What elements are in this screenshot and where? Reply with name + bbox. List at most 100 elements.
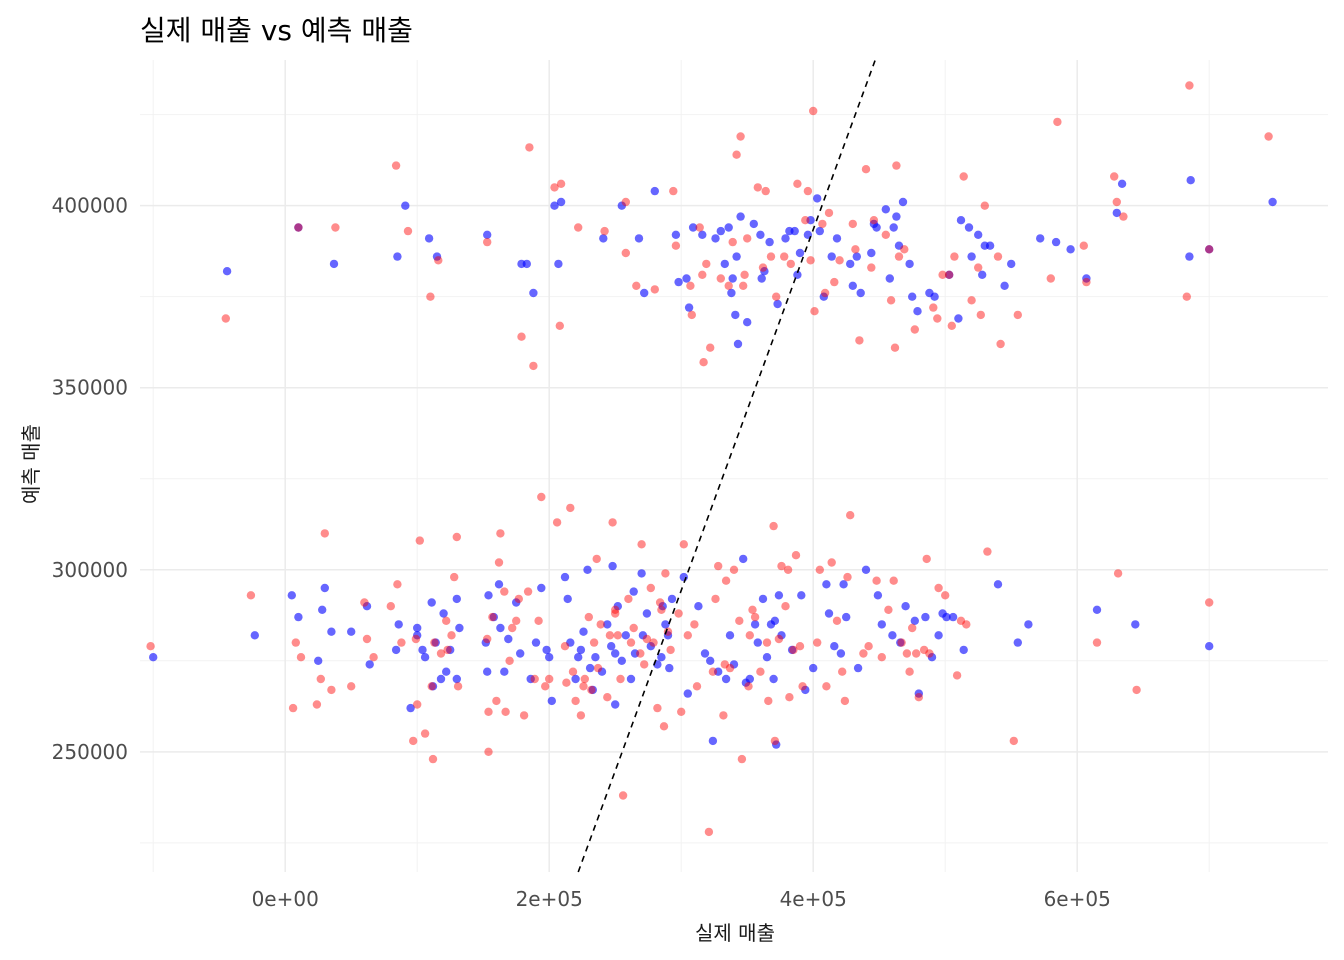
- data-point: [798, 682, 807, 691]
- data-point: [483, 230, 492, 239]
- data-point: [442, 616, 451, 625]
- data-point: [781, 602, 790, 611]
- data-point: [488, 612, 497, 622]
- data-points: [146, 81, 1277, 837]
- data-point: [699, 358, 708, 367]
- data-point: [716, 226, 725, 236]
- data-point: [504, 634, 513, 644]
- data-point: [1112, 208, 1122, 218]
- data-point: [846, 259, 855, 269]
- x-tick-label: 4e+05: [780, 887, 847, 911]
- data-point: [560, 572, 570, 582]
- data-point: [669, 186, 678, 196]
- data-point: [512, 598, 521, 607]
- data-point: [327, 627, 336, 636]
- data-point: [149, 653, 158, 662]
- data-point: [496, 623, 505, 633]
- data-point: [394, 620, 403, 629]
- data-point: [508, 623, 517, 633]
- data-point: [908, 623, 917, 633]
- data-point: [1000, 281, 1009, 290]
- data-point: [500, 587, 509, 596]
- data-point: [708, 736, 718, 746]
- data-point: [562, 678, 571, 687]
- data-point: [901, 602, 910, 611]
- data-point: [740, 270, 749, 279]
- data-point: [613, 602, 622, 611]
- data-point: [413, 623, 422, 633]
- data-point: [777, 561, 786, 571]
- data-point: [666, 645, 675, 655]
- data-point: [900, 245, 909, 254]
- data-point: [888, 631, 897, 640]
- data-point: [534, 616, 543, 625]
- data-point: [640, 288, 649, 298]
- data-point: [397, 638, 406, 647]
- data-point: [832, 234, 842, 243]
- data-point: [560, 642, 570, 651]
- data-point: [522, 259, 531, 269]
- data-point: [934, 631, 943, 640]
- data-point: [430, 638, 439, 647]
- data-point: [1013, 638, 1022, 647]
- data-point: [636, 649, 645, 658]
- data-point: [362, 602, 372, 611]
- data-point: [867, 248, 876, 258]
- data-point: [455, 623, 464, 633]
- data-point: [574, 223, 583, 232]
- data-point: [769, 521, 778, 531]
- data-point: [886, 296, 896, 305]
- data-point: [748, 605, 757, 614]
- data-point: [481, 638, 490, 647]
- data-point: [611, 649, 620, 658]
- data-point: [770, 616, 780, 625]
- data-point: [698, 270, 707, 279]
- data-point: [795, 642, 805, 651]
- data-point: [563, 594, 572, 604]
- data-point: [967, 252, 976, 261]
- data-point: [698, 230, 707, 239]
- data-point: [446, 645, 455, 655]
- data-point: [452, 532, 461, 542]
- data-point: [964, 223, 974, 232]
- data-point: [818, 219, 827, 229]
- data-point: [745, 674, 754, 684]
- data-point: [806, 216, 815, 225]
- data-point: [732, 150, 741, 159]
- data-point: [727, 288, 736, 298]
- data-point: [809, 663, 818, 673]
- data-point: [568, 667, 578, 676]
- data-point: [945, 270, 954, 279]
- data-point: [492, 696, 501, 706]
- data-point: [954, 314, 963, 323]
- data-point: [583, 565, 592, 574]
- data-point: [684, 303, 694, 312]
- data-point: [959, 172, 968, 181]
- data-point: [418, 645, 427, 655]
- data-point: [484, 707, 493, 716]
- data-point: [1092, 638, 1102, 647]
- data-point: [677, 707, 686, 716]
- data-point: [545, 674, 554, 684]
- data-point: [934, 583, 943, 593]
- data-point: [838, 667, 847, 676]
- data-point: [758, 263, 768, 272]
- data-point: [719, 711, 728, 720]
- data-point: [724, 281, 733, 290]
- data-point: [894, 252, 904, 261]
- data-point: [1205, 245, 1214, 254]
- data-point: [744, 682, 753, 691]
- data-point: [770, 736, 780, 746]
- data-point: [447, 631, 456, 640]
- data-point: [1117, 179, 1127, 188]
- data-point: [757, 274, 766, 283]
- data-point: [550, 201, 559, 210]
- data-point: [360, 598, 369, 607]
- data-point: [896, 638, 905, 647]
- data-point: [704, 827, 714, 837]
- data-point: [616, 674, 625, 684]
- data-point: [413, 631, 422, 640]
- data-point: [634, 234, 644, 243]
- data-point: [541, 682, 550, 691]
- data-point: [758, 594, 768, 604]
